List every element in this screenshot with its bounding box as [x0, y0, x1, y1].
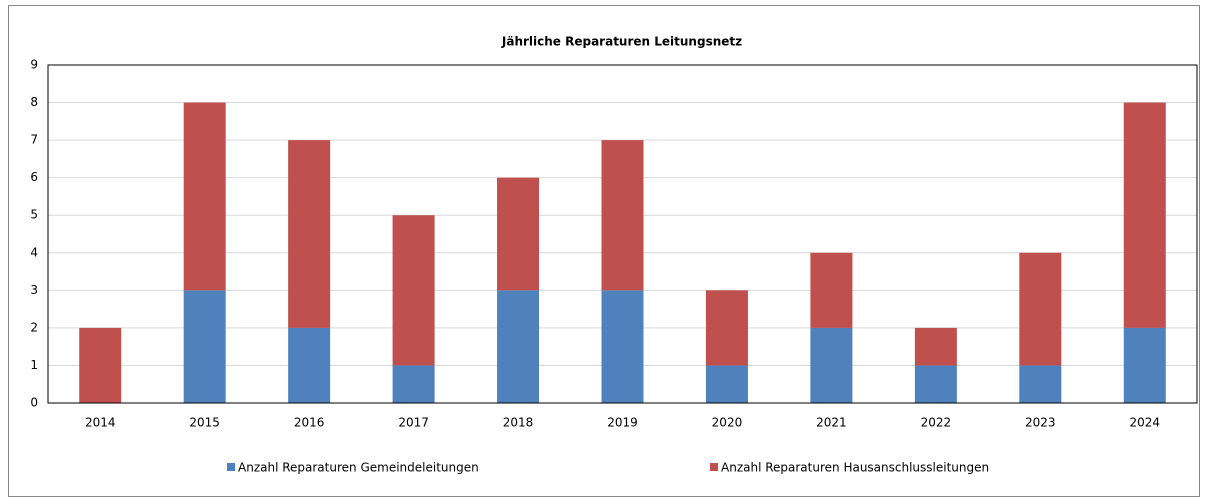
bar-segment — [1019, 252, 1062, 366]
bar-segment — [1019, 365, 1062, 403]
bar-segment — [601, 290, 644, 403]
legend-label: Anzahl Reparaturen Hausanschlussleitunge… — [721, 461, 989, 475]
x-tick-label: 2017 — [398, 416, 429, 430]
x-tick-label: 2015 — [189, 416, 220, 430]
bar-segment — [1123, 102, 1166, 328]
y-tick-label: 0 — [30, 396, 38, 410]
bar-segment — [392, 215, 435, 366]
bar-segment — [497, 177, 540, 291]
bar-segment — [810, 327, 853, 403]
plot-border — [47, 64, 1198, 404]
y-tick-label: 6 — [30, 170, 38, 184]
bar-segment — [601, 140, 644, 291]
x-tick-label: 2014 — [85, 416, 116, 430]
bar-segment — [705, 365, 748, 403]
y-tick-label: 8 — [30, 95, 38, 109]
legend-swatch — [710, 463, 718, 471]
x-tick-label: 2024 — [1129, 416, 1160, 430]
y-tick-label: 1 — [30, 358, 38, 372]
x-tick-label: 2018 — [503, 416, 534, 430]
bar-segment — [810, 252, 853, 328]
bar-segment — [914, 365, 957, 403]
x-tick-label: 2019 — [607, 416, 638, 430]
y-tick-label: 4 — [30, 245, 38, 259]
bar-segment — [497, 290, 540, 403]
bar-segment — [183, 102, 226, 291]
bar-segment — [705, 290, 748, 366]
bar-segment — [392, 365, 435, 403]
bar-segment — [1123, 327, 1166, 403]
y-tick-label: 2 — [30, 320, 38, 334]
y-tick-label: 7 — [30, 133, 38, 147]
y-tick-label: 3 — [30, 283, 38, 297]
x-tick-label: 2021 — [816, 416, 847, 430]
chart-title: Jährliche Reparaturen Leitungsnetz — [501, 35, 742, 49]
x-tick-label: 2022 — [921, 416, 952, 430]
y-tick-label: 9 — [30, 58, 38, 72]
bar-segment — [79, 327, 122, 403]
x-tick-label: 2016 — [294, 416, 325, 430]
bar-segment — [183, 290, 226, 403]
y-tick-label: 5 — [30, 208, 38, 222]
x-tick-label: 2020 — [712, 416, 743, 430]
bar-segment — [288, 327, 331, 403]
legend-swatch — [227, 463, 235, 471]
legend-label: Anzahl Reparaturen Gemeindeleitungen — [238, 461, 479, 475]
bar-segment — [288, 140, 331, 328]
bar-segment — [914, 327, 957, 366]
x-tick-label: 2023 — [1025, 416, 1056, 430]
